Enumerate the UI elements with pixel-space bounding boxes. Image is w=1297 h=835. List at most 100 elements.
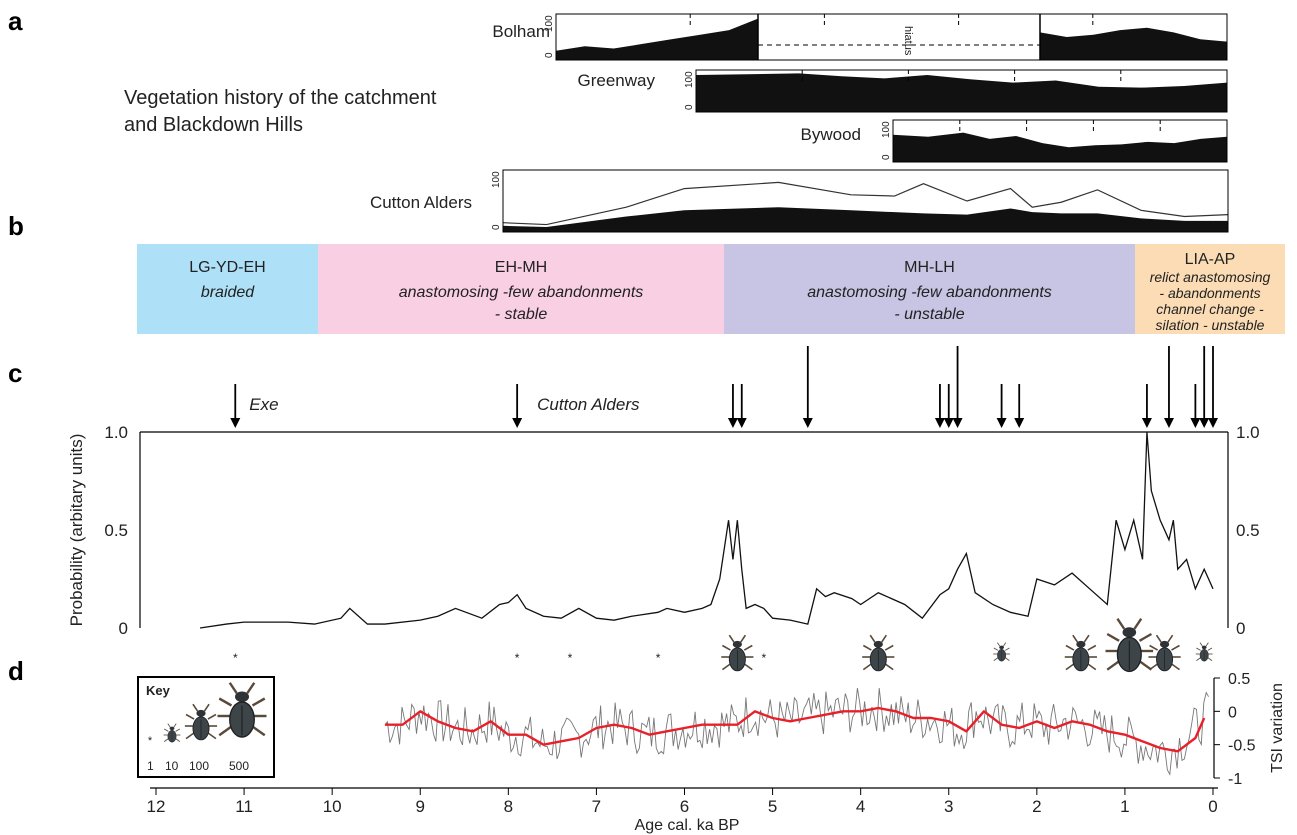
- beetle-head: [999, 645, 1004, 650]
- beetle-leg: [207, 713, 217, 720]
- beetle-leg: [1171, 644, 1180, 651]
- x-tick-label: 3: [944, 797, 953, 816]
- pollen-area: [556, 18, 758, 61]
- beetle-leg: [218, 697, 233, 707]
- tsi-tick-label: -1: [1228, 771, 1242, 788]
- zone-title: LG-YD-EH: [189, 259, 265, 276]
- tsi-panel: * * * * * 0.5 0 -0.5 -1 TSI variation: [233, 618, 1286, 788]
- pollen-plot-label: Bywood: [801, 125, 861, 144]
- beetle-key: Key 1 10 100 500 *: [137, 676, 275, 778]
- x-axis-label: Age cal. ka BP: [635, 817, 740, 834]
- beetle-leg: [1207, 647, 1213, 651]
- zone-description: silation - unstable: [1156, 317, 1265, 333]
- beetle-leg: [743, 644, 753, 651]
- beetle-icon: [1148, 634, 1181, 672]
- x-tick-label: 9: [416, 797, 425, 816]
- zone-description: braided: [201, 284, 255, 301]
- date-arrow-head: [934, 418, 945, 428]
- beetle-head: [1159, 640, 1170, 648]
- arrow-label-exe: Exe: [249, 395, 278, 414]
- beetle-leg: [869, 634, 876, 643]
- x-tick-label: 6: [680, 797, 689, 816]
- zone-background: [137, 244, 318, 334]
- zone-1: EH-MH anastomosing -few abandonments - sta…: [318, 244, 724, 334]
- x-tick-label: 1: [1120, 797, 1129, 816]
- panel-letter-a: a: [8, 6, 23, 36]
- x-tick-label: 10: [323, 797, 342, 816]
- beetle-icon: [721, 634, 754, 672]
- beetle-icon: [862, 634, 895, 672]
- date-arrow-head: [512, 418, 523, 428]
- beetle-icon: [1195, 642, 1213, 662]
- key-value-100: 100: [189, 759, 209, 773]
- beetle-leg: [993, 657, 999, 661]
- zone-2: MH-LH anastomosing -few abandonments - uns…: [724, 244, 1135, 334]
- beetle-leg: [1155, 634, 1162, 643]
- pollen-plot-0: Bolham 0 100 hiatus: [492, 13, 1228, 61]
- x-tick-label: 8: [504, 797, 513, 816]
- beetle-marker-small: *: [761, 651, 766, 665]
- pollen-plot-label: Cutton Alders: [370, 193, 472, 212]
- pollen-y-tick-100: 100: [544, 15, 555, 32]
- date-arrow-head: [802, 418, 813, 428]
- arrow-label-cutton-alders: Cutton Alders: [537, 395, 640, 414]
- beetle-leg: [1087, 644, 1097, 651]
- beetle-leg: [163, 728, 169, 732]
- beetle-leg: [862, 663, 872, 671]
- beetle-head: [732, 640, 742, 648]
- pollen-y-tick-100: 100: [881, 121, 892, 138]
- beetle-leg: [185, 713, 195, 720]
- y-tick-label: 0.5: [104, 521, 128, 540]
- zone-description: anastomosing -few abandonments: [399, 284, 644, 301]
- beetle-icon: [1064, 634, 1097, 672]
- y-tick-label: 0: [119, 619, 128, 638]
- pollen-area: [696, 73, 1227, 112]
- panel-letter-d: d: [8, 656, 24, 686]
- date-arrow-head: [1190, 418, 1201, 428]
- panel-letter-c: c: [8, 358, 22, 388]
- date-arrow-head: [1199, 418, 1210, 428]
- pollen-y-tick-100: 100: [491, 171, 502, 188]
- zone-title: MH-LH: [904, 259, 955, 276]
- beetle-leg: [1106, 632, 1120, 642]
- panel-a-heading-line1: Vegetation history of the catchment: [124, 87, 437, 109]
- pollen-plot-2: Bywood 0 100: [801, 119, 1228, 163]
- beetle-leg: [1004, 647, 1010, 651]
- beetle-leg: [251, 725, 266, 737]
- zone-background: [318, 244, 724, 334]
- beetle-head: [873, 640, 883, 648]
- zones-panel: LG-YD-EH braided EH-MH anastomosing -few ab…: [137, 244, 1285, 334]
- key-beetle-100: [184, 703, 218, 741]
- pollen-upper-line: [502, 181, 1229, 226]
- zone-title: EH-MH: [495, 259, 547, 276]
- y-tick-label-right: 1.0: [1236, 423, 1260, 442]
- key-value-1: 1: [147, 759, 154, 773]
- beetle-leg: [1167, 634, 1174, 643]
- zone-description: anastomosing -few abandonments: [807, 284, 1052, 301]
- beetle-leg: [167, 723, 171, 728]
- beetle-leg: [185, 732, 195, 740]
- key-value-500: 500: [229, 759, 249, 773]
- beetle-leg: [1087, 663, 1097, 671]
- beetle-head: [169, 726, 175, 731]
- x-tick-label: 7: [592, 797, 601, 816]
- beetle-leg: [993, 647, 999, 651]
- beetle-icon: [993, 642, 1010, 662]
- beetle-leg: [1138, 632, 1153, 642]
- key-beetle-500: [217, 682, 267, 738]
- beetle-leg: [1207, 657, 1213, 661]
- date-arrow-head: [1208, 418, 1218, 428]
- beetle-leg: [1199, 642, 1203, 647]
- pollen-plot-label: Bolham: [492, 22, 550, 41]
- beetle-leg: [1003, 642, 1007, 647]
- beetle-leg: [1004, 657, 1010, 661]
- key-value-10: 10: [165, 759, 179, 773]
- panel-letter-b: b: [8, 211, 24, 241]
- date-arrow-head: [1163, 418, 1174, 428]
- pollen-plot-label: Greenway: [578, 71, 656, 90]
- pollen-area: [1040, 27, 1227, 60]
- x-axis: 12 11 10 9 8 7 6 5 4 3 2 1 0: [147, 787, 1218, 816]
- beetle-leg: [862, 644, 872, 651]
